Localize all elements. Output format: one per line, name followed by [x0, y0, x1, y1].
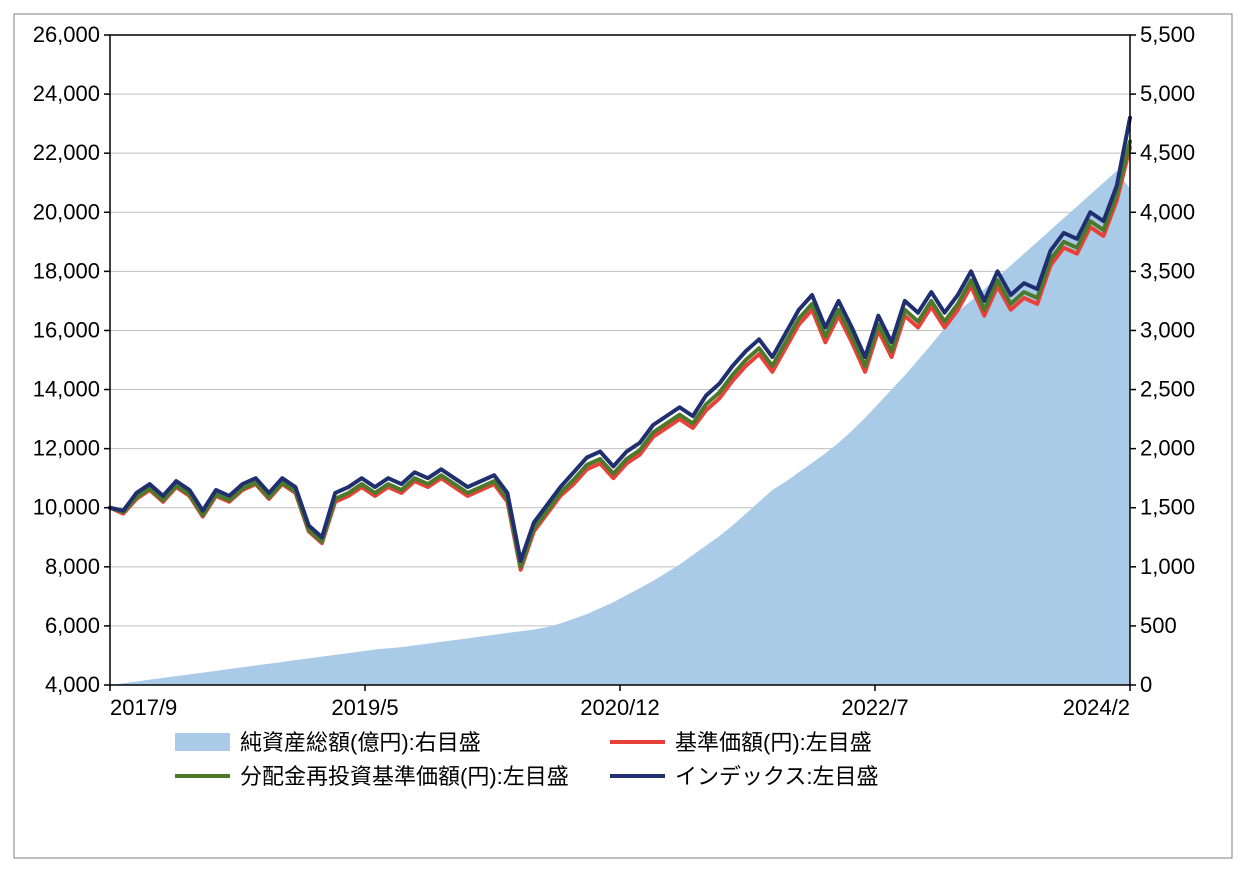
y-left-label: 12,000	[33, 436, 100, 461]
x-axis: 2017/9 2019/5 2020/12 2022/7 2024/2	[110, 685, 1130, 720]
y-right-axis: 0 500 1,000 1,500 2,000 2,500 3,000 3,500 4,000 4…	[1130, 22, 1195, 697]
y-right-label: 3,500	[1140, 258, 1195, 283]
x-label: 2024/2	[1063, 695, 1130, 720]
y-right-label: 500	[1140, 613, 1177, 638]
y-right-label: 0	[1140, 672, 1152, 697]
chart-container: 4,000 6,000 8,000 10,000 12,000 14,000 16,000 1…	[0, 0, 1246, 872]
legend-label: 分配金再投資基準価額(円):左目盛	[240, 764, 569, 789]
x-label: 2017/9	[110, 695, 177, 720]
y-left-label: 26,000	[33, 22, 100, 47]
y-right-label: 1,500	[1140, 495, 1195, 520]
legend-label: インデックス:左目盛	[675, 764, 878, 789]
y-right-label: 2,000	[1140, 436, 1195, 461]
x-label: 2022/7	[841, 695, 908, 720]
y-left-label: 6,000	[45, 613, 100, 638]
y-right-label: 1,000	[1140, 554, 1195, 579]
x-label: 2020/12	[580, 695, 660, 720]
y-right-label: 5,500	[1140, 22, 1195, 47]
y-right-label: 3,000	[1140, 317, 1195, 342]
y-right-label: 4,000	[1140, 199, 1195, 224]
y-left-label: 22,000	[33, 140, 100, 165]
y-left-label: 10,000	[33, 495, 100, 520]
legend-label: 純資産総額(億円):右目盛	[240, 730, 481, 755]
x-label: 2019/5	[331, 695, 398, 720]
chart-svg: 4,000 6,000 8,000 10,000 12,000 14,000 16,000 1…	[0, 0, 1246, 872]
y-right-label: 2,500	[1140, 377, 1195, 402]
y-left-label: 24,000	[33, 81, 100, 106]
y-right-label: 5,000	[1140, 81, 1195, 106]
legend-swatch	[175, 733, 230, 751]
y-left-label: 14,000	[33, 377, 100, 402]
legend-label: 基準価額(円):左目盛	[675, 730, 872, 755]
y-left-label: 20,000	[33, 199, 100, 224]
legend: 純資産総額(億円):右目盛 基準価額(円):左目盛分配金再投資基準価額(円):左目…	[175, 730, 878, 789]
y-left-label: 16,000	[33, 317, 100, 342]
y-right-label: 4,500	[1140, 140, 1195, 165]
y-left-label: 18,000	[33, 258, 100, 283]
y-left-label: 4,000	[45, 672, 100, 697]
y-left-label: 8,000	[45, 554, 100, 579]
y-left-axis: 4,000 6,000 8,000 10,000 12,000 14,000 16,000 1…	[33, 22, 110, 697]
